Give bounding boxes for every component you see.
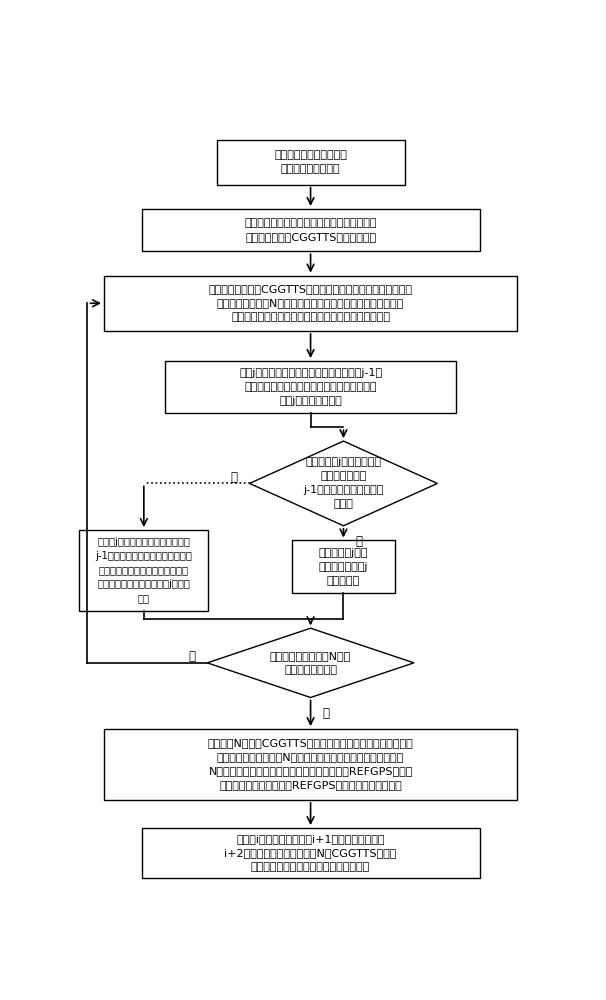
Text: 根据第i天的时差数据、第i+1天的时差数据和第
i+2天的时差数据、运行天数N和CGGTTS标准格
式文件生成的间隔时间获得天频率稳定度: 根据第i天的时差数据、第i+1天的时差数据和第 i+2天的时差数据、运行天数N和…: [224, 834, 397, 872]
Text: 选取第j天的多个采样时间点中与第
j-1采样时间点的小时数相同且与所
述第一采样时间点之间的时间相差
最短的一个采样时间点为第j采样时
间点: 选取第j天的多个采样时间点中与第 j-1采样时间点的小时数相同且与所 述第一采样…: [95, 537, 192, 603]
Text: 在每天的两组所述CGGTTS标准格式文件中均具有多个采样时间
点，在第一天至第N天依次进行当天采样时间点的选取，在第一
天的所述多个采样时间点中选取一个为第一采: 在每天的两组所述CGGTTS标准格式文件中均具有多个采样时间 点，在第一天至第N…: [208, 284, 413, 322]
Text: 否: 否: [188, 650, 196, 663]
Text: 是: 是: [322, 707, 329, 720]
Text: 从第j天的多个采样时间点中选取一个与第j-1采
样时间点之间的时间相差最短的采样时间点作
为第j参考采样时间点: 从第j天的多个采样时间点中选取一个与第j-1采 样时间点之间的时间相差最短的采样…: [239, 368, 382, 406]
Text: 选取所述第j参考
采样时间点为第j
采样时间点: 选取所述第j参考 采样时间点为第j 采样时间点: [319, 548, 368, 586]
Polygon shape: [250, 441, 438, 526]
Text: 选取所有N天所述CGGTTS标准格式文件中都出现的同一颗卫星
在第一采样时间点到第N采样时间点的卫星数据，在第一天至第
N天中的任一天均根据被校方的该卫星数据中: 选取所有N天所述CGGTTS标准格式文件中都出现的同一颗卫星 在第一采样时间点到…: [208, 738, 413, 790]
Text: 判断是否完成对所有N天的
采样时间点的选取: 判断是否完成对所有N天的 采样时间点的选取: [270, 651, 351, 675]
FancyBboxPatch shape: [104, 276, 518, 331]
Text: 在校准方和被校方设置一
原子钟远程校准系统: 在校准方和被校方设置一 原子钟远程校准系统: [274, 150, 347, 174]
FancyBboxPatch shape: [142, 828, 480, 878]
FancyBboxPatch shape: [292, 540, 395, 593]
FancyBboxPatch shape: [142, 209, 480, 251]
FancyBboxPatch shape: [79, 530, 208, 611]
Polygon shape: [207, 628, 414, 698]
Text: 否: 否: [231, 471, 238, 484]
Text: 该原子钟远程校准系统运行至少三天，且每天
均获得其输出的CGGTTS标准格式文件: 该原子钟远程校准系统运行至少三天，且每天 均获得其输出的CGGTTS标准格式文件: [244, 218, 377, 242]
FancyBboxPatch shape: [165, 361, 456, 413]
FancyBboxPatch shape: [217, 140, 404, 185]
Text: 是: 是: [355, 535, 362, 548]
FancyBboxPatch shape: [104, 729, 518, 800]
Text: 判断所述第j参考采样时间
点的小时数与第
j-1采样时间点的小时数是
否相同: 判断所述第j参考采样时间 点的小时数与第 j-1采样时间点的小时数是 否相同: [303, 457, 384, 509]
